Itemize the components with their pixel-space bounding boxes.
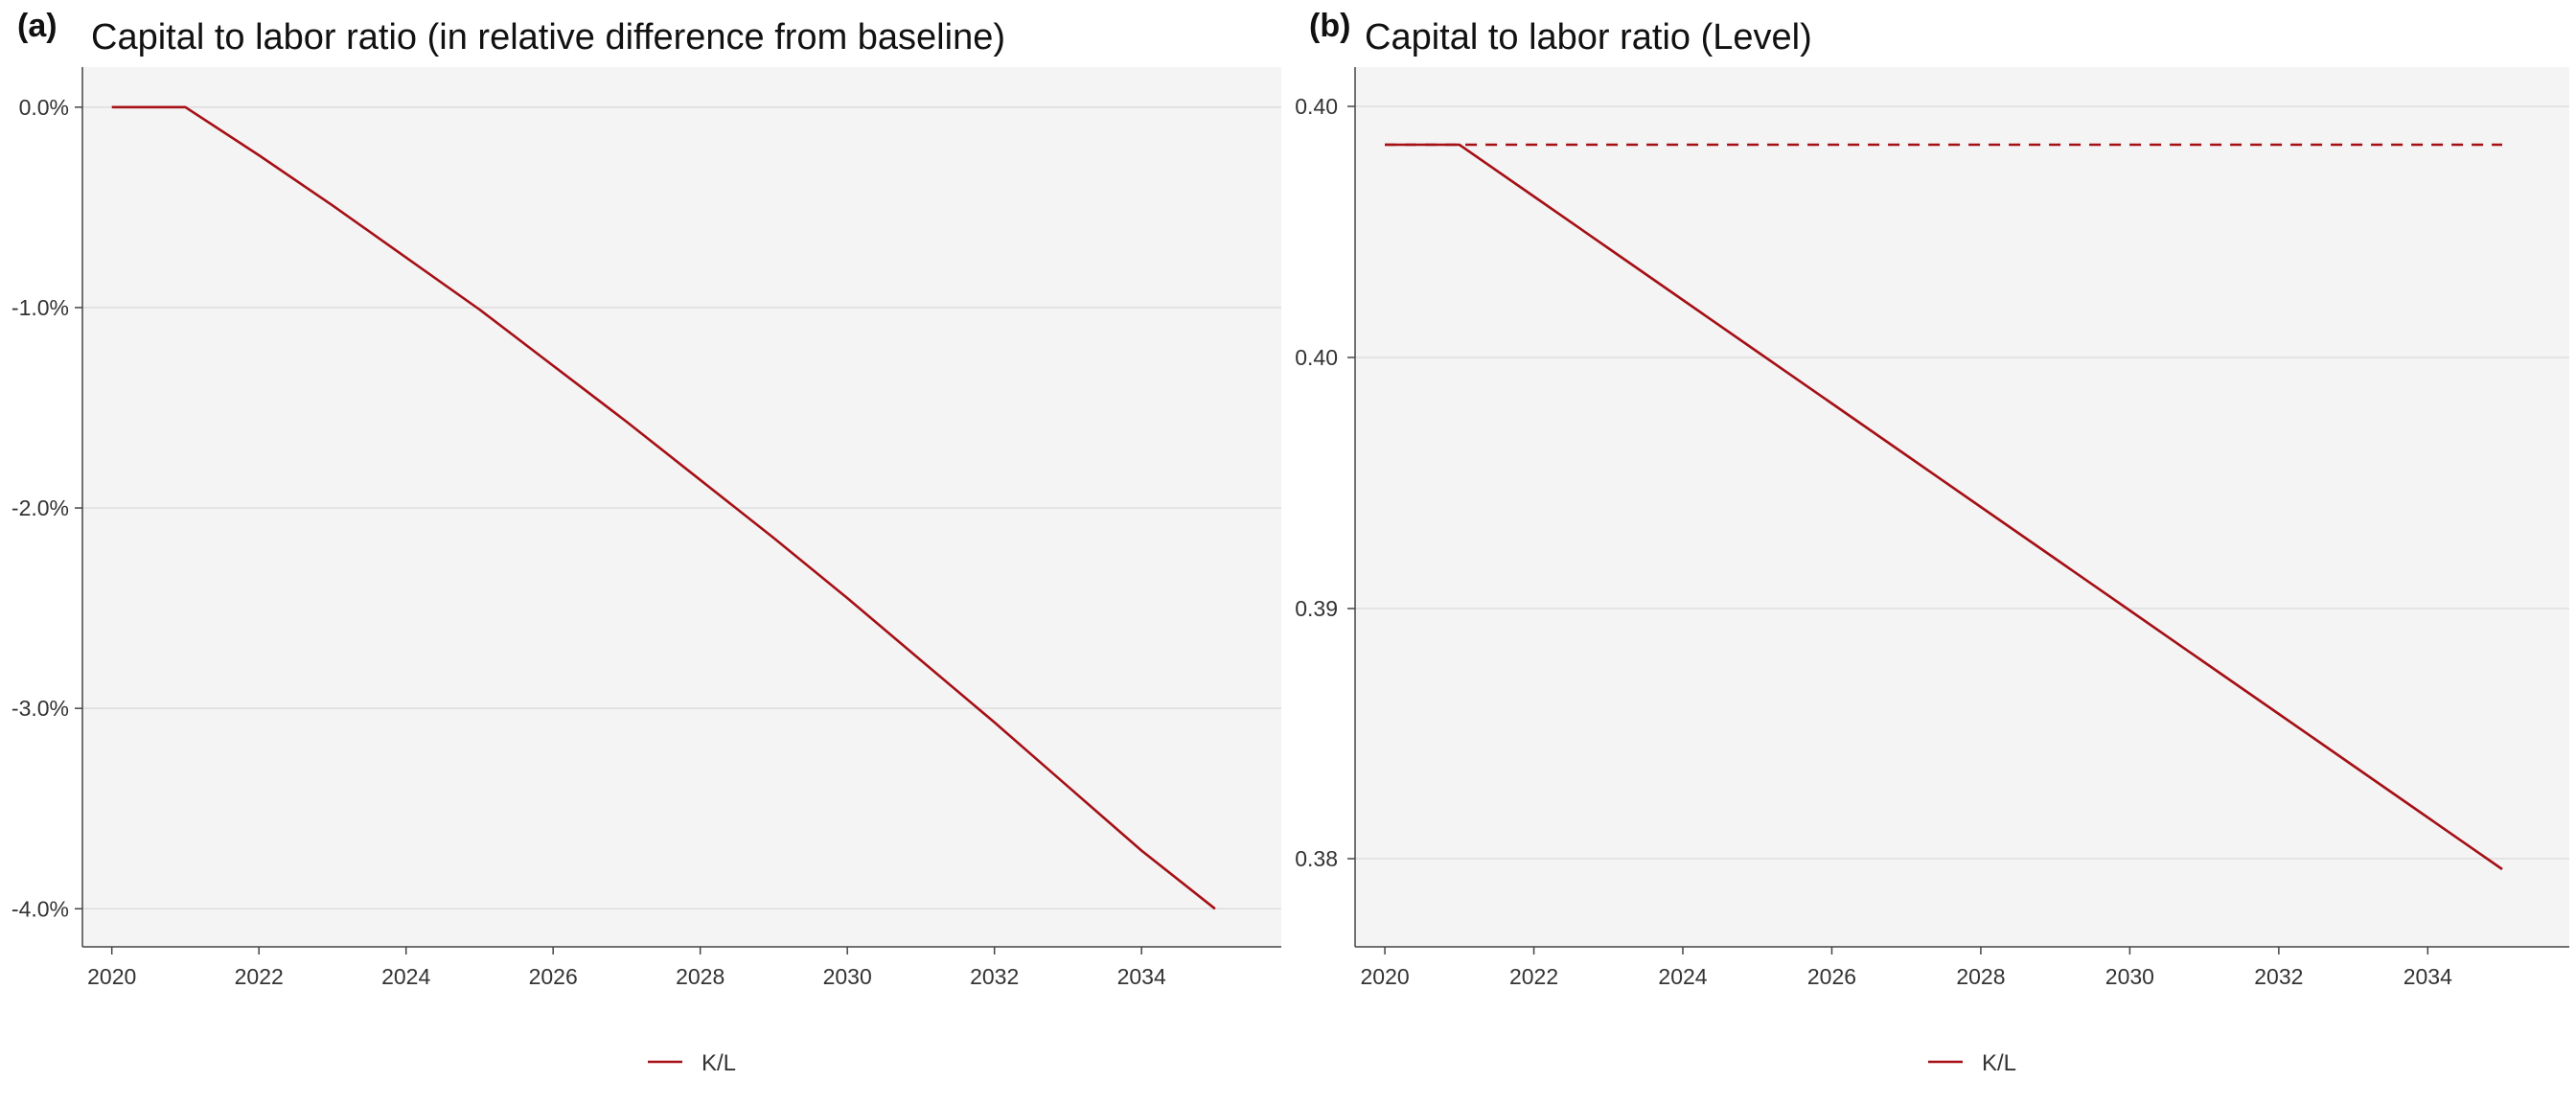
kl-series-line: [1385, 143, 2503, 871]
x-tick-label: 2028: [1956, 964, 2005, 989]
y-tick-label: 0.40: [1295, 345, 1338, 370]
x-tick-label: 2020: [1361, 964, 1410, 989]
legend-label: K/L: [1982, 1050, 2016, 1076]
y-tick-label: 0.0%: [19, 95, 69, 120]
x-tick-label: 2032: [2254, 964, 2303, 989]
chart-plot-b: 0.40 0.40 0.39 0.38 2020 2022 2024 2026 2028 2030…: [1295, 67, 2569, 1076]
x-tick-label: 2022: [235, 964, 284, 989]
kl-series-line: [111, 105, 1216, 910]
x-tick-label: 2030: [823, 964, 872, 989]
chart-panel-b: (b) Capital to labor ratio (Level) 0.40 0…: [1288, 0, 2576, 1104]
chart-panel-a: (a) Capital to labor ratio (in relative …: [12, 8, 1281, 1076]
x-tick-label: 2020: [87, 964, 136, 989]
plot-area: [82, 67, 1281, 947]
x-tick-label: 2022: [1509, 964, 1558, 989]
y-tick-label: 0.38: [1295, 846, 1338, 871]
x-tick-label: 2034: [2404, 964, 2452, 989]
x-tick-label: 2024: [1658, 964, 1707, 989]
x-tick-label: 2030: [2105, 964, 2154, 989]
legend-label: K/L: [702, 1050, 736, 1076]
x-tick-label: 2028: [676, 964, 724, 989]
y-tick-label: -1.0%: [12, 295, 69, 320]
x-tick-label: 2034: [1117, 964, 1166, 989]
y-tick-label: -2.0%: [12, 495, 69, 520]
x-tick-label: 2024: [381, 964, 430, 989]
y-tick-label: 0.40: [1295, 94, 1338, 119]
y-tick-label: -4.0%: [12, 896, 69, 921]
chart-plot-a: 0.0% -1.0% -2.0% -3.0% -4.0% 2020 2022 2024 2026…: [12, 67, 1281, 1076]
y-tick-label: 0.39: [1295, 596, 1338, 621]
panel-label: (a): [17, 8, 58, 44]
chart-title: Capital to labor ratio (Level): [1365, 17, 1812, 58]
x-tick-label: 2026: [529, 964, 578, 989]
chart-title: Capital to labor ratio (in relative diff…: [91, 17, 1005, 58]
panel-label: (b): [1309, 8, 1351, 44]
x-tick-label: 2026: [1807, 964, 1856, 989]
y-tick-label: -3.0%: [12, 696, 69, 721]
x-tick-label: 2032: [970, 964, 1019, 989]
